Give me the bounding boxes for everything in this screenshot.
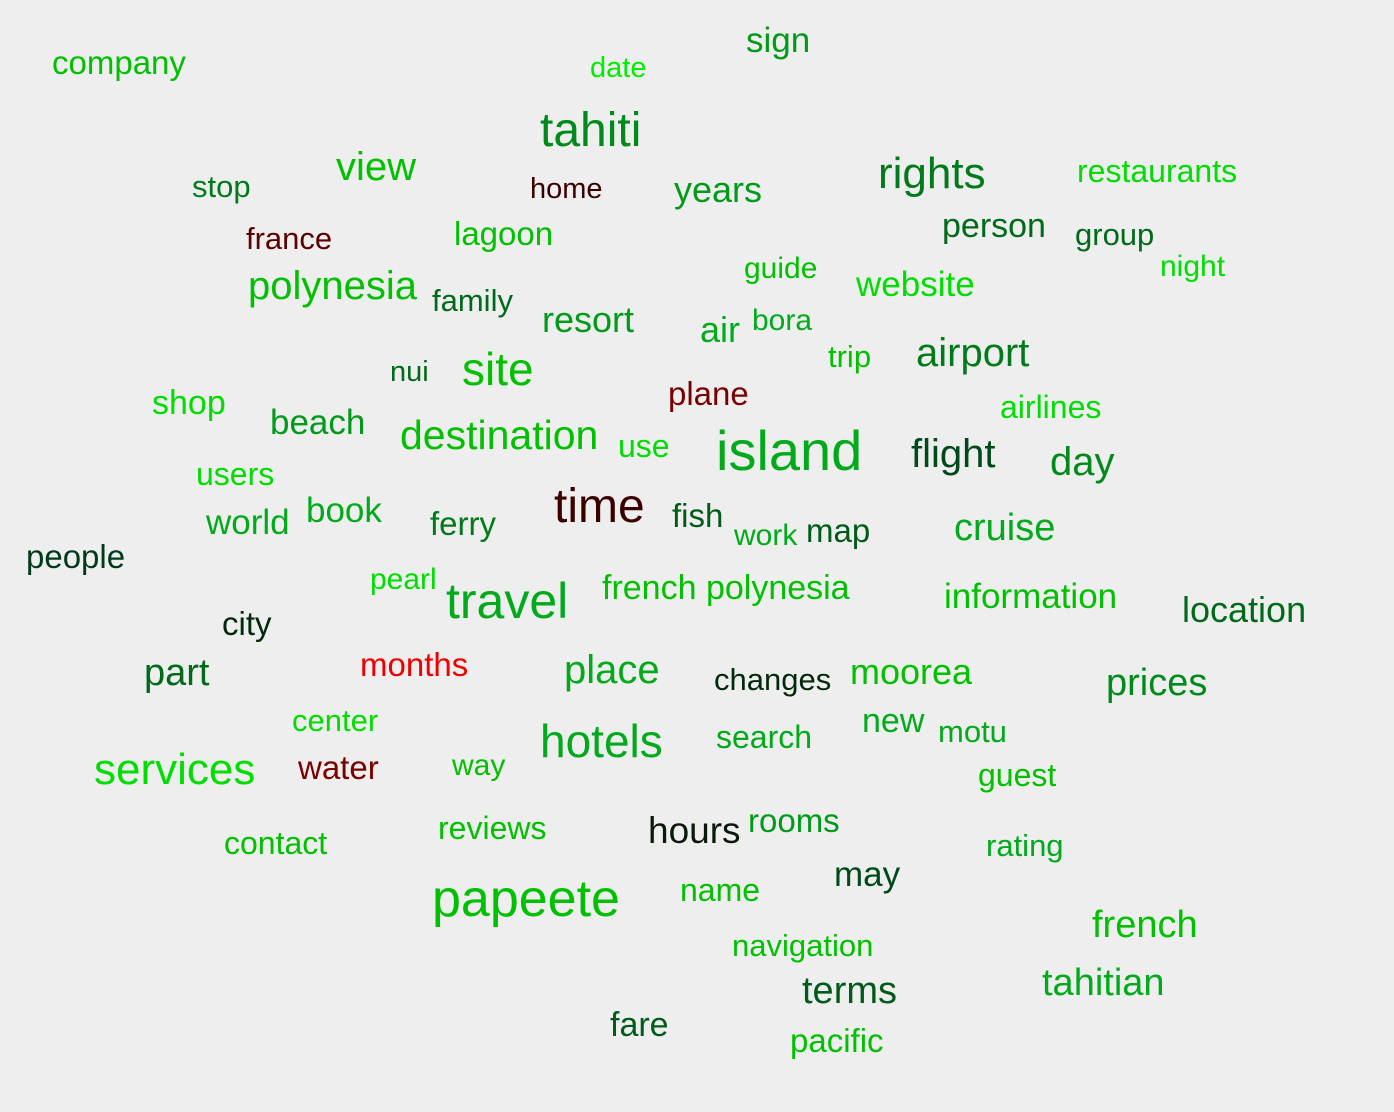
word-moorea: moorea (850, 651, 973, 692)
word-lagoon: lagoon (454, 215, 554, 252)
word-pacific: pacific (790, 1022, 884, 1059)
word-hotels: hotels (540, 715, 663, 767)
word-center: center (292, 703, 379, 738)
word-name: name (680, 872, 761, 908)
word-navigation: navigation (732, 928, 874, 963)
word-french: french (1092, 904, 1198, 946)
word-day: day (1050, 440, 1115, 484)
word-people: people (26, 538, 126, 575)
word-city: city (222, 605, 272, 642)
word-world: world (206, 503, 290, 542)
word-airlines: airlines (1000, 389, 1102, 425)
word-restaurants: restaurants (1077, 153, 1238, 189)
word-fish: fish (672, 497, 724, 534)
word-use: use (618, 428, 670, 464)
word-part: part (144, 652, 210, 694)
word-shop: shop (152, 384, 226, 422)
word-tahiti: tahiti (540, 104, 642, 157)
word-hours: hours (648, 810, 741, 851)
word-view: view (336, 145, 417, 189)
word-family: family (432, 283, 513, 318)
word-motu: motu (938, 714, 1007, 749)
word-prices: prices (1106, 662, 1208, 704)
word-reviews: reviews (438, 810, 547, 846)
word-airport: airport (916, 331, 1030, 375)
word-stop: stop (192, 169, 251, 204)
word-water: water (298, 749, 379, 786)
word-work: work (734, 519, 798, 552)
word-users: users (196, 456, 275, 492)
word-polynesia: polynesia (248, 264, 418, 308)
word-papeete: papeete (432, 870, 620, 928)
word-bora: bora (752, 304, 813, 337)
word-may: may (834, 855, 901, 894)
word-plane: plane (668, 375, 749, 412)
word-sign: sign (746, 21, 811, 60)
word-map: map (806, 512, 871, 549)
word-search: search (716, 719, 813, 755)
word-tahitian: tahitian (1042, 962, 1165, 1004)
word-air: air (700, 309, 741, 350)
word-group: group (1075, 217, 1155, 252)
word-ferry: ferry (430, 505, 496, 542)
word-years: years (674, 169, 763, 210)
word-company: company (52, 44, 186, 81)
word-rooms: rooms (748, 802, 840, 839)
word-services: services (94, 745, 256, 794)
word-island: island (716, 419, 863, 482)
word-pearl: pearl (370, 563, 437, 596)
word-travel: travel (446, 573, 569, 629)
word-trip: trip (828, 339, 872, 374)
word-place: place (564, 648, 660, 692)
word-night: night (1160, 250, 1226, 283)
word-home: home (530, 173, 603, 205)
word-date: date (590, 52, 647, 84)
word-rights: rights (878, 149, 986, 198)
word-fare: fare (610, 1006, 669, 1044)
word-site: site (462, 343, 534, 395)
word-resort: resort (542, 299, 635, 340)
word-cruise: cruise (954, 507, 1056, 549)
word-flight: flight (911, 432, 996, 476)
word-person: person (942, 207, 1046, 245)
word-guest: guest (978, 757, 1057, 793)
word-months: months (360, 646, 469, 683)
word-book: book (306, 491, 382, 530)
word-beach: beach (270, 403, 366, 442)
word-website: website (856, 265, 975, 304)
word-rating: rating (986, 828, 1064, 863)
word-location: location (1182, 589, 1307, 630)
word-information: information (944, 577, 1118, 616)
word-guide: guide (744, 252, 818, 285)
word-french-polynesia: french polynesia (602, 569, 850, 607)
word-changes: changes (714, 662, 832, 697)
word-destination: destination (400, 412, 599, 458)
word-new: new (862, 702, 925, 740)
word-way: way (452, 749, 506, 782)
word-contact: contact (224, 825, 328, 861)
word-terms: terms (802, 970, 897, 1012)
word-nui: nui (390, 356, 429, 388)
word-france: france (246, 221, 333, 256)
word-time: time (554, 480, 645, 533)
